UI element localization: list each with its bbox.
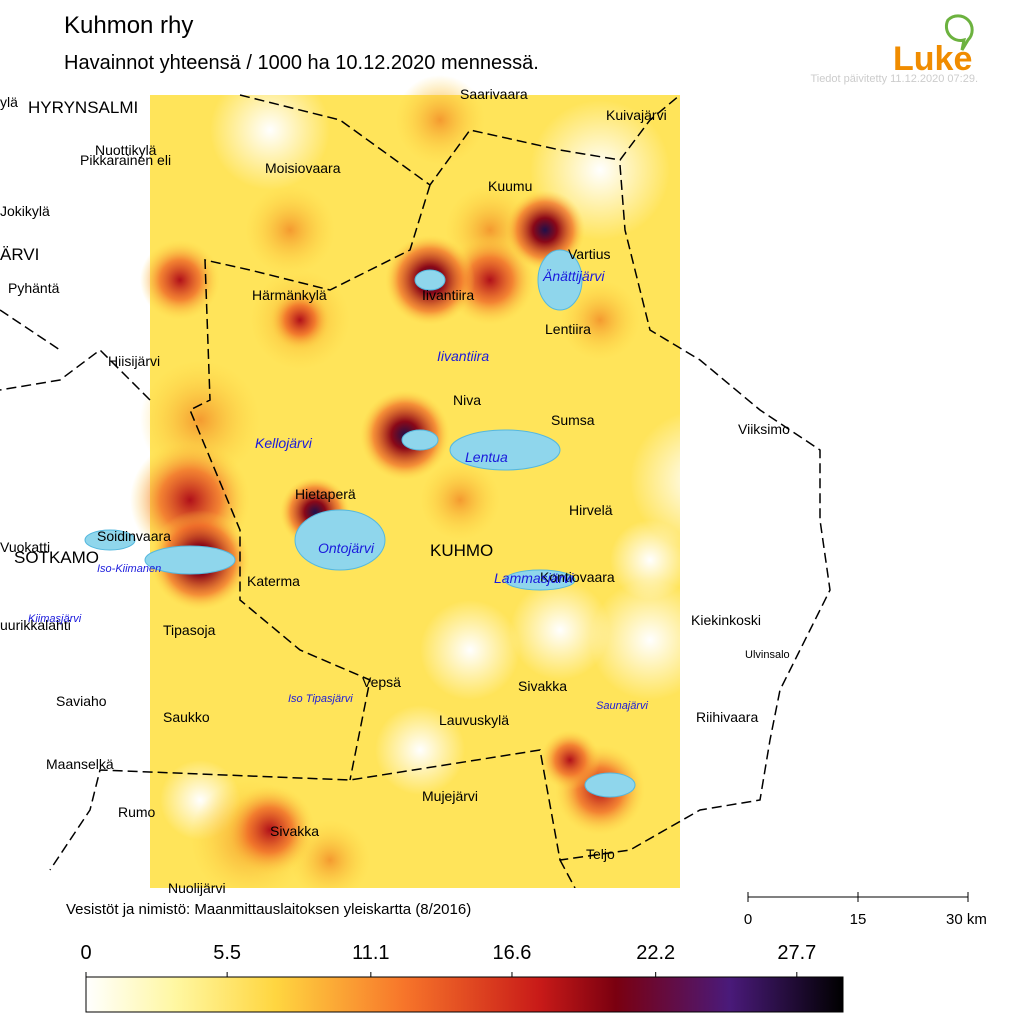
place-label: Sumsa — [551, 412, 595, 428]
place-label: KUHMO — [430, 541, 493, 560]
place-label: Nuottikylä — [95, 142, 157, 158]
heat-blob — [420, 460, 500, 540]
water-label: Lentua — [465, 449, 508, 465]
update-note: Tiedot päivitetty 11.12.2020 07:29. — [810, 73, 978, 85]
heat-blob — [590, 580, 710, 700]
place-label: Ulvinsalo — [745, 649, 790, 661]
place-label: Rumo — [118, 804, 156, 820]
colorbar-tick-label: 5.5 — [213, 942, 241, 964]
water-label: Kellojärvi — [255, 435, 313, 451]
heat-blob — [225, 785, 315, 875]
water-label: Kiimasjärvi — [28, 613, 82, 625]
water-label: Ontojärvi — [318, 540, 375, 556]
heat-blob — [510, 580, 610, 680]
heat-blob — [505, 190, 585, 270]
scale-label: 15 — [850, 911, 867, 928]
place-label: Mujejärvi — [422, 788, 478, 804]
place-label: Hirvelä — [569, 502, 613, 518]
place-label: Vepsä — [362, 674, 401, 690]
place-label: Pikkarainen eli — [80, 152, 171, 168]
place-label: HYRYNSALMI — [28, 98, 138, 117]
place-label: Maanselkä — [46, 756, 114, 772]
place-label: Hietaperä — [295, 486, 356, 502]
colorbar — [85, 976, 844, 1013]
heat-blob — [540, 730, 600, 790]
place-label: Teljo — [586, 846, 615, 862]
place-label: Kontiovaara — [540, 569, 615, 585]
place-label: Saarivaara — [460, 86, 528, 102]
place-label: Tipasoja — [163, 622, 216, 638]
place-label: Riihivaara — [696, 709, 758, 725]
subtitle: Havainnot yhteensä / 1000 ha 10.12.2020 … — [64, 52, 539, 74]
water-label: Änättijärvi — [542, 268, 605, 284]
heat-blob — [560, 280, 640, 360]
place-label: Hiisijärvi — [108, 353, 160, 369]
place-label: ylä — [0, 94, 18, 110]
colorbar-tick-label: 16.6 — [493, 942, 532, 964]
heat-blob — [245, 185, 335, 275]
place-label: Niva — [453, 392, 481, 408]
heat-blob — [210, 70, 330, 190]
colorbar-tick-label: 22.2 — [636, 942, 675, 964]
borders — [0, 94, 831, 889]
water-label: Iivantiira — [437, 348, 489, 364]
scale-label: 0 — [744, 911, 752, 928]
place-label: Saviaho — [56, 693, 107, 709]
water-label: Iso Tipasjärvi — [288, 693, 353, 705]
place-label: Sivakka — [518, 678, 567, 694]
heat-blob — [270, 290, 330, 350]
place-label: Vartius — [568, 246, 611, 262]
place-label: Lauvuskylä — [439, 712, 509, 728]
place-label: Kuivajärvi — [606, 107, 667, 123]
place-label: Kiekinkoski — [691, 612, 761, 628]
place-label: Moisiovaara — [265, 160, 341, 176]
place-label: Nuolijärvi — [168, 880, 226, 896]
title: Kuhmon rhy — [64, 12, 193, 39]
place-label: Jokikylä — [0, 203, 50, 219]
colorbar-tick-label: 27.7 — [777, 942, 816, 964]
place-label: ÄRVI — [0, 245, 39, 264]
place-label: Vuokatti — [0, 539, 50, 555]
place-label: uurikkalahti — [0, 617, 71, 633]
place-label: Iivantiira — [422, 287, 474, 303]
place-label: Pyhäntä — [8, 280, 60, 296]
place-label: Kuumu — [488, 178, 532, 194]
colorbar-tick-label: 11.1 — [352, 942, 389, 964]
place-label: Saukko — [163, 709, 210, 725]
scale-label: 30 km — [946, 911, 987, 928]
place-label: Sivakka — [270, 823, 319, 839]
density-layer — [130, 70, 770, 900]
heat-blob — [140, 240, 220, 320]
colorbar-tick-label: 0 — [80, 942, 91, 964]
water-label: Saunajärvi — [596, 700, 649, 712]
place-label: Viiksimo — [738, 421, 790, 437]
place-label: Soidinvaara — [97, 528, 171, 544]
source: Vesistöt ja nimistö: Maanmittauslaitokse… — [66, 901, 471, 918]
place-label: Katerma — [247, 573, 300, 589]
heat-blob — [420, 600, 520, 700]
water-label: Iso-Kiimanen — [97, 563, 161, 575]
logo: Luke — [893, 14, 974, 78]
lakes — [84, 249, 636, 798]
heat-blob — [395, 75, 485, 165]
place-label: Härmänkylä — [252, 287, 327, 303]
place-label: Lentiira — [545, 321, 591, 337]
heat-blob — [630, 410, 770, 550]
place-label: SOTKAMO — [14, 548, 99, 567]
water-label: Lammasjärvi — [494, 570, 574, 586]
heat-blob — [610, 520, 690, 600]
logo-text: Luke — [893, 40, 972, 78]
